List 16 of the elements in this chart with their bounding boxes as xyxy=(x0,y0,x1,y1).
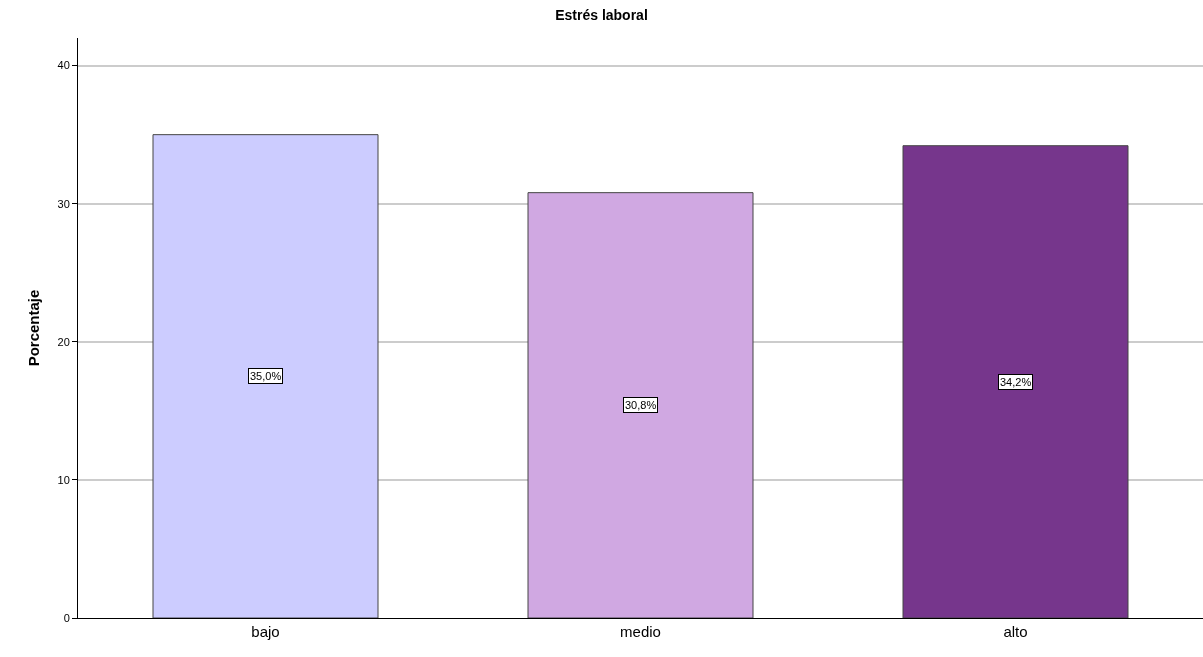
y-tick-label: 20 xyxy=(57,335,70,348)
bar xyxy=(902,145,1129,618)
chart-title: Estrés laboral xyxy=(555,6,648,23)
y-tick-label: 40 xyxy=(57,59,70,72)
data-label: 34,2% xyxy=(1000,376,1032,388)
x-tick-label: bajo xyxy=(251,623,280,640)
data-label: 35,0% xyxy=(250,370,282,382)
data-label: 30,8% xyxy=(625,399,657,411)
x-tick-label: medio xyxy=(620,623,661,640)
x-tick-label: alto xyxy=(1003,623,1028,640)
y-tick-label: 0 xyxy=(63,611,70,624)
y-axis-title: Porcentaje xyxy=(24,289,42,367)
y-tick-label: 30 xyxy=(57,197,70,210)
y-tick-label: 10 xyxy=(57,473,70,486)
bar xyxy=(527,192,754,618)
bar xyxy=(152,134,379,618)
